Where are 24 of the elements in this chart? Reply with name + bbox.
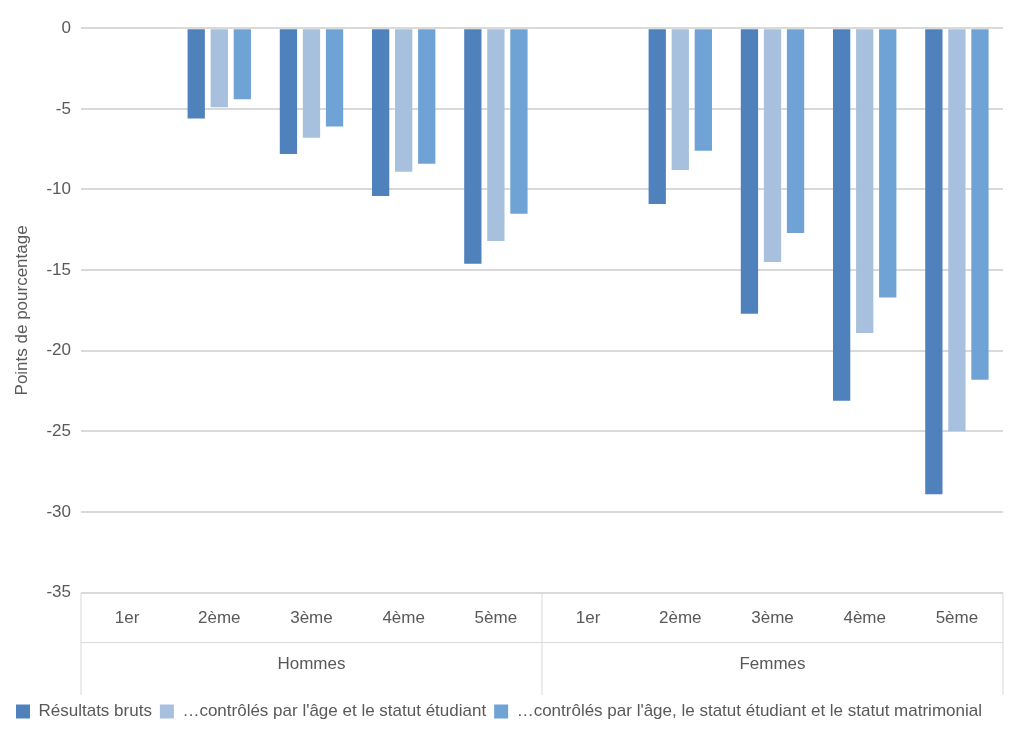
x-tick-label: 1er <box>114 608 140 628</box>
x-tick-label: 1er <box>575 608 601 628</box>
legend-label: …contrôlés par l'âge, le statut étudiant et le statut matrimonial <box>516 701 982 721</box>
y-tick-label: -5 <box>55 98 71 118</box>
x-tick-label: 2ème <box>659 608 702 628</box>
x-tick-label: 3ème <box>290 608 333 628</box>
x-tick-label: 3ème <box>751 608 794 628</box>
y-tick-label: 0 <box>61 17 71 37</box>
text: Femmes <box>739 654 806 674</box>
legend-label: Résultats bruts <box>38 701 152 721</box>
y-tick-label: -10 <box>46 179 71 199</box>
x-tick-label: 5ème <box>935 608 979 628</box>
y-tick-label: -20 <box>46 340 71 360</box>
y-axis-title: Points de pourcentage <box>11 225 31 396</box>
y-tick-label: -15 <box>46 259 71 279</box>
x-tick-label: 4ème <box>843 608 886 628</box>
y-tick-label: -25 <box>46 421 71 441</box>
y-tick-label: -30 <box>46 501 71 521</box>
x-tick-label: 5ème <box>474 608 518 628</box>
legend-label: …contrôlés par l'âge et le statut étudiant <box>182 701 487 721</box>
x-tick-label: 2ème <box>198 608 241 628</box>
y-tick-label: -35 <box>46 582 71 602</box>
text: Hommes <box>277 654 346 674</box>
x-tick-label: 4ème <box>382 608 425 628</box>
